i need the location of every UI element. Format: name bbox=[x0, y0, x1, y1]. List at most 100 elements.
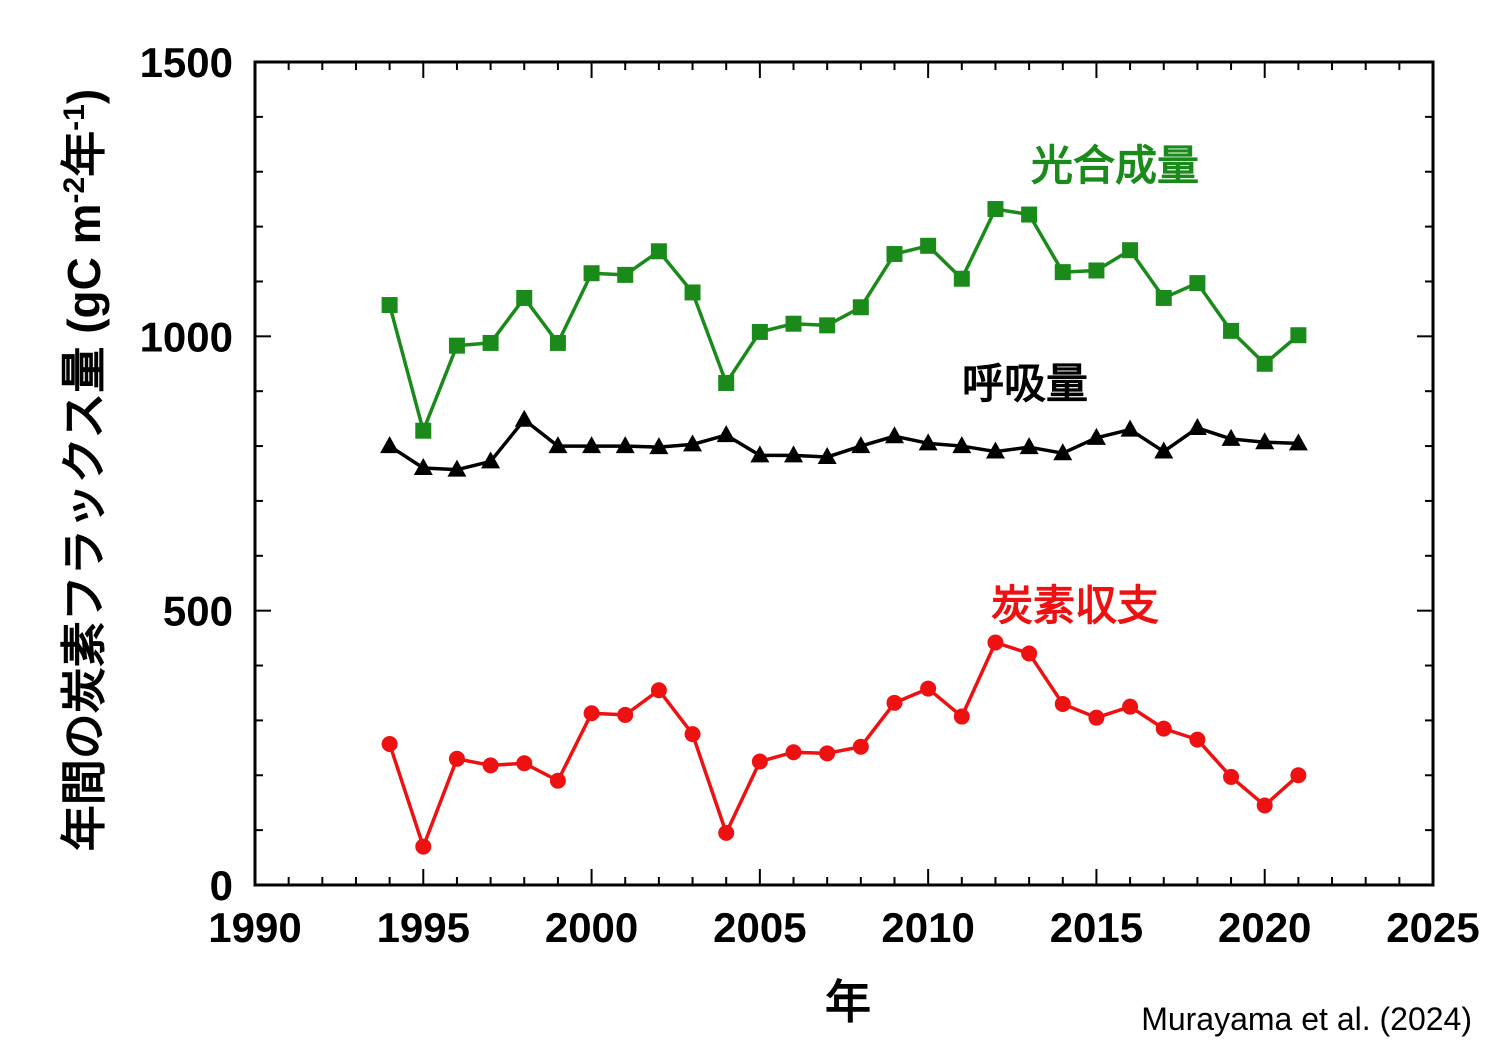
series-carbon-balance bbox=[381, 634, 1307, 855]
data-point-respiration bbox=[1154, 441, 1174, 459]
data-point-photosynthesis bbox=[381, 297, 398, 314]
data-point-photosynthesis bbox=[1021, 206, 1038, 223]
data-point-respiration bbox=[884, 426, 904, 444]
series-photosynthesis bbox=[381, 201, 1307, 439]
data-point-respiration bbox=[1288, 433, 1308, 451]
data-point-respiration bbox=[1120, 419, 1140, 437]
data-point-carbon-balance bbox=[718, 824, 735, 841]
data-point-photosynthesis bbox=[718, 374, 735, 391]
data-point-respiration bbox=[1053, 443, 1073, 461]
series-respiration bbox=[380, 409, 1308, 477]
x-tick-label: 2010 bbox=[881, 904, 974, 951]
data-point-carbon-balance bbox=[852, 738, 869, 755]
data-point-respiration bbox=[380, 436, 400, 454]
data-point-photosynthesis bbox=[1155, 289, 1172, 306]
data-point-photosynthesis bbox=[448, 337, 465, 354]
data-point-respiration bbox=[750, 445, 770, 463]
y-axis-title-sup2: -1 bbox=[58, 104, 91, 131]
data-point-carbon-balance bbox=[886, 694, 903, 711]
data-point-carbon-balance bbox=[785, 744, 802, 761]
x-tick-label: 1990 bbox=[208, 904, 301, 951]
data-point-carbon-balance bbox=[549, 772, 566, 789]
data-point-carbon-balance bbox=[448, 750, 465, 767]
credit-text: Murayama et al. (2024) bbox=[1141, 1001, 1472, 1037]
data-point-photosynthesis bbox=[886, 246, 903, 263]
y-axis-title: 年間の炭素フラックス量 (gC m-2年-1) bbox=[58, 89, 111, 851]
x-tick-label: 2015 bbox=[1050, 904, 1143, 951]
series-label-photosynthesis: 光合成量 bbox=[1031, 142, 1199, 189]
series-label-carbon-balance: 炭素収支 bbox=[991, 582, 1159, 629]
series-line-photosynthesis bbox=[387, 207, 1300, 433]
data-point-respiration bbox=[1019, 437, 1039, 455]
x-tick-label: 2020 bbox=[1218, 904, 1311, 951]
data-point-carbon-balance bbox=[650, 682, 667, 699]
series-line-carbon-balance bbox=[387, 640, 1300, 849]
series-layer bbox=[380, 201, 1308, 855]
data-point-carbon-balance bbox=[1122, 698, 1139, 715]
data-point-respiration bbox=[1187, 417, 1207, 435]
data-point-carbon-balance bbox=[583, 705, 600, 722]
data-point-photosynthesis bbox=[415, 422, 432, 439]
data-point-photosynthesis bbox=[819, 317, 836, 334]
data-point-respiration bbox=[615, 436, 635, 454]
data-point-photosynthesis bbox=[549, 334, 566, 351]
data-point-carbon-balance bbox=[516, 755, 533, 772]
data-point-respiration bbox=[952, 436, 972, 454]
data-point-photosynthesis bbox=[1290, 327, 1307, 344]
y-tick-label: 1500 bbox=[140, 39, 233, 86]
data-point-carbon-balance bbox=[482, 757, 499, 774]
data-point-respiration bbox=[582, 436, 602, 454]
data-point-carbon-balance bbox=[751, 753, 768, 770]
data-point-carbon-balance bbox=[819, 745, 836, 762]
y-axis-title-main: 年間の炭素フラックス量 (gC m bbox=[58, 203, 110, 851]
data-point-photosynthesis bbox=[650, 243, 667, 260]
series-line-respiration bbox=[388, 417, 1299, 472]
data-point-respiration bbox=[413, 458, 433, 476]
x-tick-label: 2005 bbox=[713, 904, 806, 951]
data-point-photosynthesis bbox=[987, 201, 1004, 218]
data-point-photosynthesis bbox=[617, 266, 634, 283]
data-point-photosynthesis bbox=[920, 237, 937, 254]
data-point-photosynthesis bbox=[751, 323, 768, 340]
data-point-respiration bbox=[1221, 428, 1241, 446]
data-point-carbon-balance bbox=[1256, 797, 1273, 814]
data-point-carbon-balance bbox=[684, 726, 701, 743]
data-point-respiration bbox=[716, 425, 736, 443]
y-tick-label: 1000 bbox=[140, 313, 233, 360]
data-point-photosynthesis bbox=[516, 289, 533, 306]
data-point-photosynthesis bbox=[1054, 264, 1071, 281]
y-tick-label: 0 bbox=[210, 862, 233, 909]
data-point-carbon-balance bbox=[1189, 731, 1206, 748]
data-point-photosynthesis bbox=[1223, 322, 1240, 339]
y-axis-title-mid: 年 bbox=[58, 131, 110, 177]
labels-layer: 1990 1995 2000 2005 2010 2015 2020 2025 0 500 1000… bbox=[140, 39, 1480, 951]
data-point-carbon-balance bbox=[920, 680, 937, 697]
data-point-photosynthesis bbox=[785, 315, 802, 332]
data-point-photosynthesis bbox=[482, 334, 499, 351]
data-point-respiration bbox=[514, 409, 534, 427]
plot-frame bbox=[253, 60, 1435, 887]
data-point-photosynthesis bbox=[953, 270, 970, 287]
data-point-carbon-balance bbox=[987, 634, 1004, 651]
data-point-carbon-balance bbox=[617, 706, 634, 723]
data-point-respiration bbox=[649, 437, 669, 455]
data-point-respiration bbox=[548, 436, 568, 454]
x-tick-label: 2025 bbox=[1386, 904, 1479, 951]
data-point-carbon-balance bbox=[1088, 709, 1105, 726]
data-point-respiration bbox=[447, 459, 467, 477]
data-point-photosynthesis bbox=[1256, 355, 1273, 372]
data-point-photosynthesis bbox=[1122, 242, 1139, 259]
data-point-carbon-balance bbox=[1223, 768, 1240, 785]
x-axis-title: 年 bbox=[825, 976, 871, 1028]
y-axis-title-sup1: -2 bbox=[58, 177, 91, 204]
data-point-respiration bbox=[1086, 427, 1106, 445]
data-point-carbon-balance bbox=[415, 838, 432, 855]
data-point-photosynthesis bbox=[1189, 275, 1206, 292]
x-tick-label: 1995 bbox=[377, 904, 470, 951]
data-point-photosynthesis bbox=[1088, 262, 1105, 279]
data-point-carbon-balance bbox=[1054, 695, 1071, 712]
data-point-respiration bbox=[784, 445, 804, 463]
data-point-carbon-balance bbox=[953, 708, 970, 725]
data-point-respiration bbox=[985, 441, 1005, 459]
